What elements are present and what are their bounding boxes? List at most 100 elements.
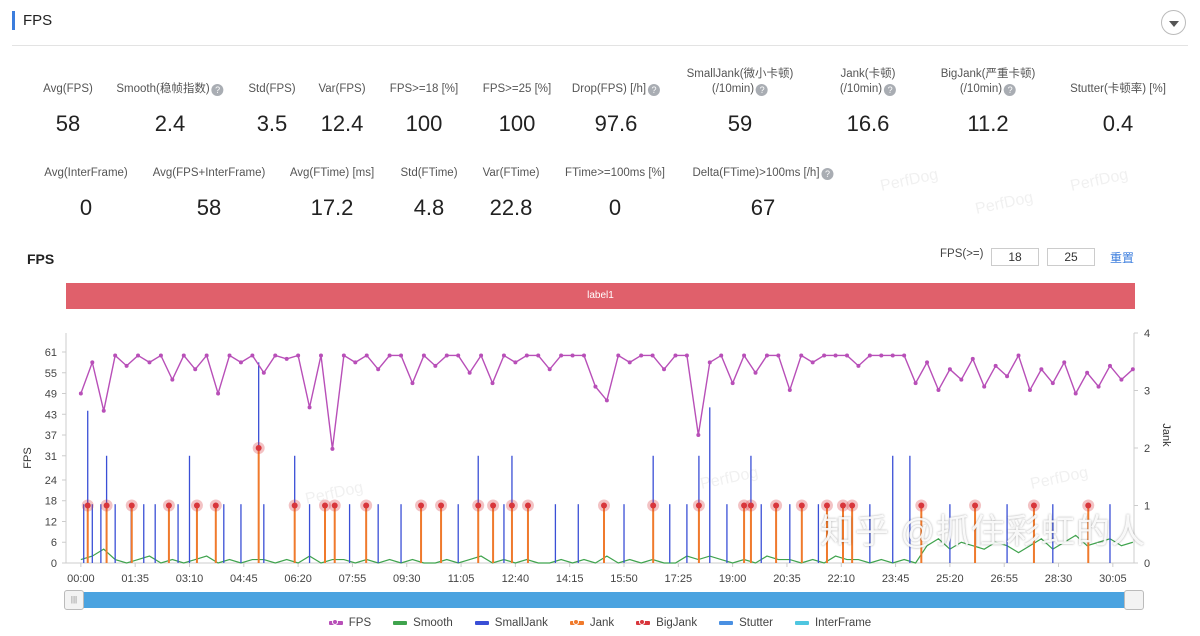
y-right-axis-title: Jank: [1160, 423, 1172, 447]
bigjank-point: [798, 502, 805, 509]
fps-point: [947, 367, 952, 372]
fps-point: [318, 353, 323, 358]
stat-label: FTime>=100ms [%]: [565, 151, 665, 181]
y-left-tick-label: 55: [45, 368, 57, 380]
legend-item-interframe[interactable]: InterFrame: [794, 617, 872, 629]
stat-value: 59: [727, 111, 753, 136]
stat-label: Avg(InterFrame): [44, 151, 128, 181]
slider-right-handle[interactable]: [1124, 590, 1144, 610]
x-tick-label: 15:50: [610, 573, 638, 585]
bigjank-point: [823, 502, 830, 509]
help-icon[interactable]: ?: [821, 168, 834, 180]
stat-value: 67: [750, 195, 776, 220]
fps-point: [604, 398, 609, 403]
bigjank-point: [773, 502, 780, 509]
fps-point: [1062, 360, 1067, 365]
fps-point: [204, 353, 209, 358]
fps-point: [662, 367, 667, 372]
stat-label-text: Var(FTime): [482, 167, 540, 179]
chart-title: FPS: [27, 251, 55, 267]
fps-point: [376, 367, 381, 372]
bigjank-point: [363, 502, 370, 509]
fps-point: [341, 353, 346, 358]
time-range-slider[interactable]: [66, 592, 1134, 608]
fps-threshold-label: FPS(>=): [940, 248, 984, 260]
help-icon[interactable]: ?: [884, 84, 897, 96]
legend-item-jank[interactable]: Jank: [569, 617, 614, 629]
fps-point: [925, 360, 930, 365]
stat-label-text: Var(FPS): [318, 83, 366, 95]
bigjank-point: [741, 502, 748, 509]
legend-item-bigjank[interactable]: BigJank: [636, 617, 697, 629]
fps-threshold-high-input[interactable]: 25: [1047, 248, 1095, 266]
bigjank-point: [524, 502, 531, 509]
bigjank-point: [418, 502, 425, 509]
x-tick-label: 22:10: [828, 573, 856, 585]
label-band[interactable]: label1: [66, 283, 1135, 309]
stat-label: Delta(FTime)>100ms [/h]?: [692, 151, 834, 181]
stat-label-text: Delta(FTime)>100ms [/h]: [692, 167, 820, 179]
fps-point: [467, 370, 472, 375]
help-icon[interactable]: ?: [1004, 84, 1017, 96]
stat-value: 3.5: [256, 111, 288, 136]
fps-point: [593, 384, 598, 389]
stat-label-text: Jank(卡顿): [840, 68, 896, 80]
legend-item-stutter[interactable]: Stutter: [719, 617, 773, 629]
stat-value: 0: [608, 195, 622, 220]
bigjank-point: [601, 502, 608, 509]
stat-label-text: SmallJank(微小卡顿): [686, 68, 794, 80]
bigjank-point: [475, 502, 482, 509]
stat-ftime-100ms: FTime>=100ms [%] 0: [565, 151, 665, 221]
collapse-chevron-button[interactable]: [1161, 10, 1186, 35]
stat-label: FPS>=18 [%]: [390, 67, 458, 97]
fps-point: [650, 353, 655, 358]
fps-point: [787, 388, 792, 393]
help-icon[interactable]: ?: [648, 84, 661, 96]
legend-swatch-icon: [393, 621, 408, 625]
fps-point: [421, 353, 426, 358]
legend-label: InterFrame: [814, 617, 872, 629]
stat-var-ftime: Var(FTime) 22.8: [483, 151, 540, 221]
legend-item-fps[interactable]: FPS: [328, 617, 371, 629]
y-left-axis-title: FPS: [22, 447, 34, 468]
stat-avg-ftime-ms: Avg(FTime) [ms] 17.2: [290, 151, 374, 221]
bigjank-point: [695, 502, 702, 509]
y-left-tick-label: 18: [45, 496, 57, 508]
legend-item-smooth[interactable]: Smooth: [393, 617, 453, 629]
reset-button[interactable]: 重置: [1110, 251, 1135, 265]
stat-label: Var(FPS): [318, 67, 365, 97]
stat-drop-fps-h: Drop(FPS) [/h]? 97.6: [572, 67, 661, 137]
fps-point: [101, 408, 106, 413]
stat-std-ftime: Std(FTime) 4.8: [400, 151, 457, 221]
help-icon[interactable]: ?: [211, 84, 224, 96]
bigjank-point: [193, 502, 200, 509]
fps-point: [719, 353, 724, 358]
x-tick-label: 03:10: [176, 573, 204, 585]
legend-label: Smooth: [413, 617, 453, 629]
y-left-tick-label: 12: [45, 516, 57, 528]
fps-point: [399, 353, 404, 358]
stat-label-text: Avg(InterFrame): [44, 167, 128, 179]
slider-left-handle[interactable]: |||: [64, 590, 84, 610]
legend-item-smalljank[interactable]: SmallJank: [474, 617, 548, 629]
fps-point: [879, 353, 884, 358]
fps-point: [684, 353, 689, 358]
y-left-tick-label: 24: [45, 475, 57, 487]
stat-value: 58: [196, 195, 222, 220]
fps-point: [410, 381, 415, 386]
bigjank-point: [103, 502, 110, 509]
help-icon[interactable]: ?: [756, 84, 769, 96]
fps-point: [1005, 374, 1010, 379]
bigjank-point: [839, 502, 846, 509]
fps-threshold-low-input[interactable]: 18: [991, 248, 1039, 266]
stat-label-text: FPS>=25 [%]: [482, 83, 552, 95]
stat-fps-18: FPS>=18 [%] 100: [390, 67, 458, 137]
fps-point: [227, 353, 232, 358]
fps-point: [136, 353, 141, 358]
fps-point: [627, 360, 632, 365]
fps-point: [1107, 363, 1112, 368]
fps-point: [444, 353, 449, 358]
x-tick-label: 20:35: [773, 573, 801, 585]
bigjank-point: [650, 502, 657, 509]
x-tick-label: 00:00: [67, 573, 95, 585]
